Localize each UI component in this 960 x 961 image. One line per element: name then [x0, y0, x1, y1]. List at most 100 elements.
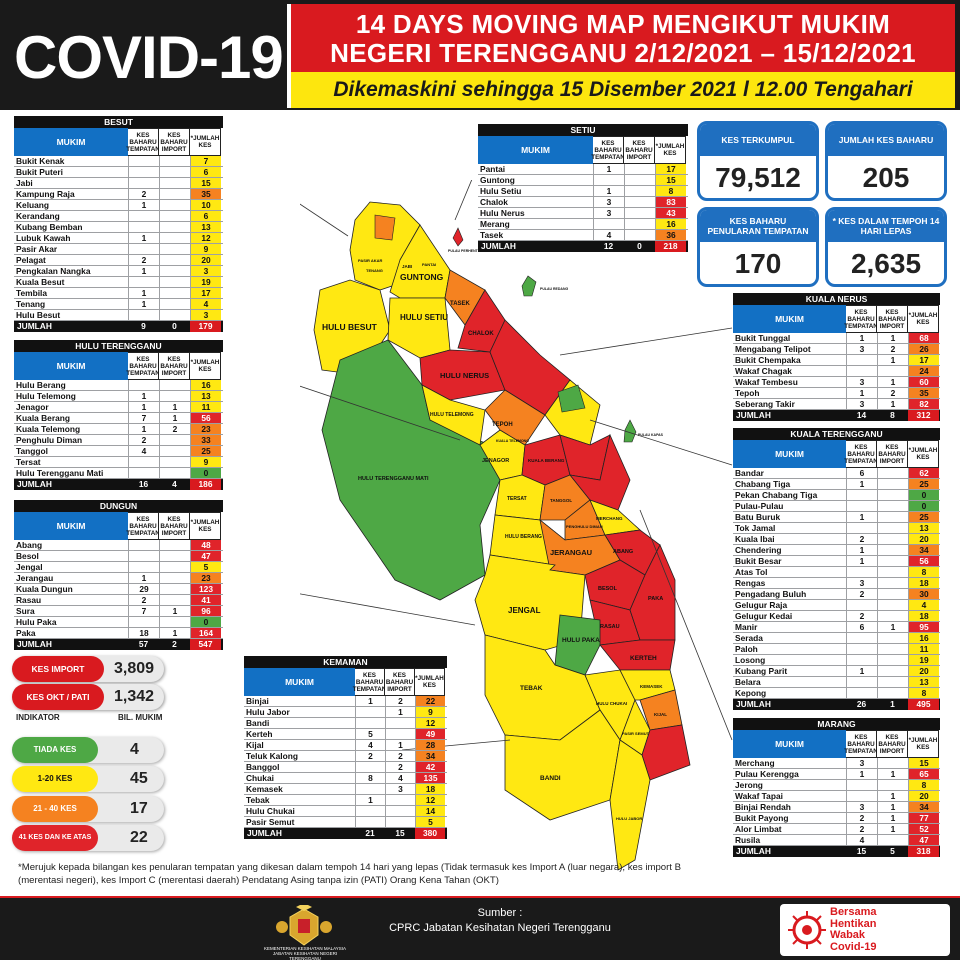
- cell-tempatan: 1: [128, 402, 159, 412]
- table-row: Chabang Tiga 1 25: [733, 479, 940, 490]
- cell-tempatan: 1: [355, 696, 385, 706]
- indicator-label: 21 - 40 KES: [12, 796, 98, 822]
- indicator-header: INDIKATOR BIL. MUKIM: [16, 713, 166, 722]
- cell-jumlah: 25: [908, 512, 939, 522]
- cell-jumlah: 34: [908, 802, 939, 812]
- cell-import: [877, 523, 908, 533]
- cell-mukim: Kerandang: [16, 211, 60, 221]
- cell-tempatan: 6: [846, 622, 877, 632]
- cell-import: [624, 208, 655, 218]
- cell-import: [159, 540, 190, 550]
- cell-mukim: Binjai Rendah: [735, 802, 791, 812]
- cell-import: [159, 299, 190, 309]
- cell-jumlah: 28: [415, 740, 445, 750]
- cell-import: 2: [385, 762, 415, 772]
- table-row: Besol 47: [14, 551, 223, 562]
- cell-import: 2: [385, 751, 415, 761]
- table-row: Hulu Jabor 1 9: [244, 707, 447, 718]
- cell-mukim: Binjai: [246, 696, 269, 706]
- cell-tempatan: [355, 784, 385, 794]
- cell-tempatan: 2: [128, 255, 159, 265]
- map-label-pulau-kapas: PULAU KAPAS: [638, 433, 664, 437]
- table-title: HULU TERENGGANU: [14, 340, 223, 352]
- cell-import: [877, 545, 908, 555]
- cell-mukim: Wakaf Chagak: [735, 366, 792, 376]
- cell-jumlah: 26: [908, 344, 939, 354]
- cell-mukim: Hulu Berang: [16, 380, 66, 390]
- cell-jumlah: 19: [190, 277, 221, 287]
- cell-jumlah: 0: [190, 468, 221, 478]
- cell-jumlah: 8: [908, 567, 939, 577]
- cell-mukim: Merchang: [735, 758, 775, 768]
- cell-mukim: Jenagor: [16, 402, 49, 412]
- table-row: Wakaf Chagak 24: [733, 366, 940, 377]
- cell-tempatan: 1: [593, 186, 624, 196]
- cell-mukim: Tepoh: [735, 388, 760, 398]
- table-header: MUKIM KES BAHARU TEMPATAN KES BAHARU IMPOR…: [14, 512, 223, 540]
- cell-import: [877, 688, 908, 698]
- total-import: 4: [172, 479, 177, 489]
- cell-mukim: Tanggol: [16, 446, 48, 456]
- table-row: Losong 19: [733, 655, 940, 666]
- cell-jumlah: 13: [908, 523, 939, 533]
- cell-jumlah: 6: [190, 167, 221, 177]
- cell-mukim: Bandi: [246, 718, 270, 728]
- col-jumlah: *JUMLAH KES: [655, 136, 686, 164]
- table-row: Guntong 15: [478, 175, 688, 186]
- map-region-jengal: [474, 554, 586, 651]
- cell-jumlah: 5: [415, 817, 445, 827]
- cell-jumlah: 19: [908, 655, 939, 665]
- cell-jumlah: 4: [908, 600, 939, 610]
- cell-import: 1: [877, 769, 908, 779]
- cell-tempatan: [846, 366, 877, 376]
- map-label-kuala-telemong: KUALA TELEMONG: [496, 439, 529, 443]
- table-title: BESUT: [14, 116, 223, 128]
- table-row: Chalok 3 83: [478, 197, 688, 208]
- cell-tempatan: [846, 523, 877, 533]
- table-total-row: JUMLAH 21 15 380: [244, 828, 447, 839]
- map-label-rasau: RASAU: [600, 624, 620, 630]
- cell-jumlah: 18: [415, 784, 445, 794]
- cell-import: [159, 446, 190, 456]
- cell-mukim: Tembila: [16, 288, 48, 298]
- map-label-hulu-setiu: HULU SETIU: [400, 313, 448, 322]
- cell-jumlah: 20: [908, 534, 939, 544]
- total-import: 5: [890, 846, 895, 856]
- cell-mukim: Kuala Besut: [16, 277, 65, 287]
- cell-jumlah: 60: [908, 377, 939, 387]
- table-row: Kerandang 6: [14, 211, 223, 222]
- indicator-head-label: INDIKATOR: [16, 713, 60, 722]
- cell-import: [877, 501, 908, 511]
- cell-mukim: Tasek: [480, 230, 504, 240]
- cell-mukim: Bukit Puteri: [16, 167, 63, 177]
- kes-import-pill: KES IMPORT 3,809: [12, 656, 164, 682]
- cell-jumlah: 15: [190, 178, 221, 188]
- table-row: Jenagor 1 1 11: [14, 402, 223, 413]
- map-label-jerangau: JERANGAU: [550, 548, 592, 557]
- leader-hulu-terengganu: [300, 385, 461, 441]
- table-row: Chukai 8 4 135: [244, 773, 447, 784]
- cell-import: 2: [877, 388, 908, 398]
- table-row: Rasau 2 41: [14, 595, 223, 606]
- cell-tempatan: [846, 567, 877, 577]
- leader-kuala-terengganu: [589, 419, 733, 466]
- stat-value: 205: [862, 162, 910, 193]
- cell-tempatan: [846, 600, 877, 610]
- total-tempatan: 9: [141, 321, 146, 331]
- cell-jumlah: 20: [190, 255, 221, 265]
- cell-mukim: Alor Limbat: [735, 824, 782, 834]
- cell-tempatan: 3: [593, 197, 624, 207]
- cell-jumlah: 8: [655, 186, 686, 196]
- cell-mukim: Pulau-Pulau: [735, 501, 784, 511]
- cell-tempatan: [128, 457, 159, 467]
- table-row: Kerteh 5 49: [244, 729, 447, 740]
- map-island-kapas: [623, 419, 637, 443]
- total-import: 8: [890, 410, 895, 420]
- cell-mukim: Penghulu Diman: [16, 435, 83, 445]
- leader-kuala-nerus: [559, 327, 733, 356]
- cell-tempatan: 2: [128, 189, 159, 199]
- map-label-hulu-telemong: HULU TELEMONG: [430, 412, 474, 418]
- cell-jumlah: 25: [190, 446, 221, 456]
- table-setiu: SETIU MUKIM KES BAHARU TEMPATAN KES BAHARU …: [478, 124, 688, 252]
- map-label-hulu-jabor: HULU JABOR: [616, 816, 642, 821]
